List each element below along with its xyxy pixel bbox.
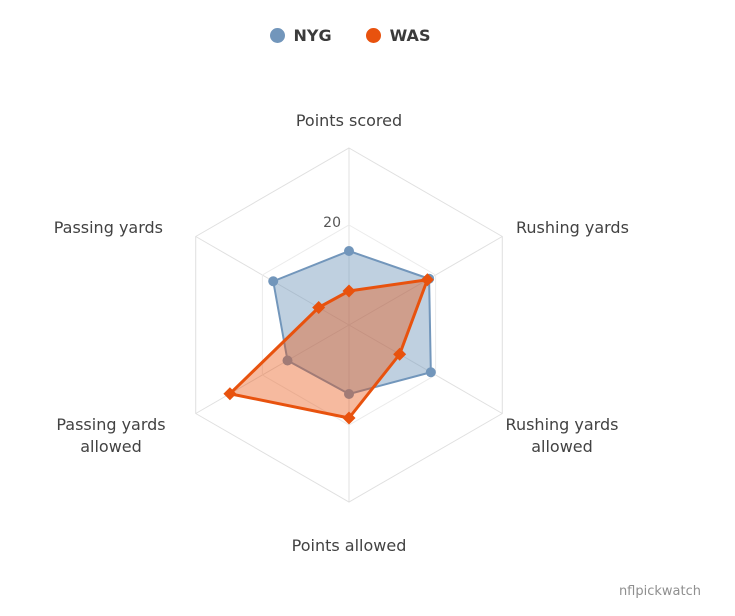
nyg-legend-marker-icon [269,28,285,43]
nyg-legend-label: NYG [293,26,332,45]
axis-label-points-scored: Points scored [295,111,403,130]
watermark-text: nflpickwatch [618,584,701,599]
nyg-marker[interactable] [282,355,293,366]
was-marker[interactable] [420,273,434,287]
was-marker[interactable] [223,387,237,401]
was-marker[interactable] [342,411,356,425]
radar-axis-line [195,324,350,414]
radar-grid-ring [261,224,437,426]
was-legend-label: WAS [389,26,431,45]
nyg-marker[interactable] [344,246,354,256]
axis-label-rushing-yards: Rushing yards [516,218,629,237]
nyg-area [273,251,431,394]
radial-axis-tick-20: 20 [323,215,341,231]
was-marker[interactable] [393,347,407,361]
legend: NYG WAS [0,26,700,45]
axis-label-points-allowed: Points allowed [291,536,407,555]
was-legend-marker-icon [365,28,381,43]
was-marker[interactable] [342,284,356,298]
axis-label-rushing-yards-allowed: Rushing yards allowed [505,415,619,456]
nyg-marker[interactable] [425,367,436,378]
legend-item-was[interactable]: WAS [365,26,431,45]
radar-axis-line [348,324,503,414]
nyg-marker[interactable] [268,276,279,287]
was-marker[interactable] [312,301,326,314]
radar-grid-hexagon [195,147,503,503]
axis-label-passing-yards-allowed: Passing yards allowed [56,415,166,456]
was-area [229,279,428,418]
legend-item-nyg[interactable]: NYG [269,26,332,45]
axis-label-passing-yards: Passing yards [53,218,163,237]
nyg-marker[interactable] [344,389,354,399]
